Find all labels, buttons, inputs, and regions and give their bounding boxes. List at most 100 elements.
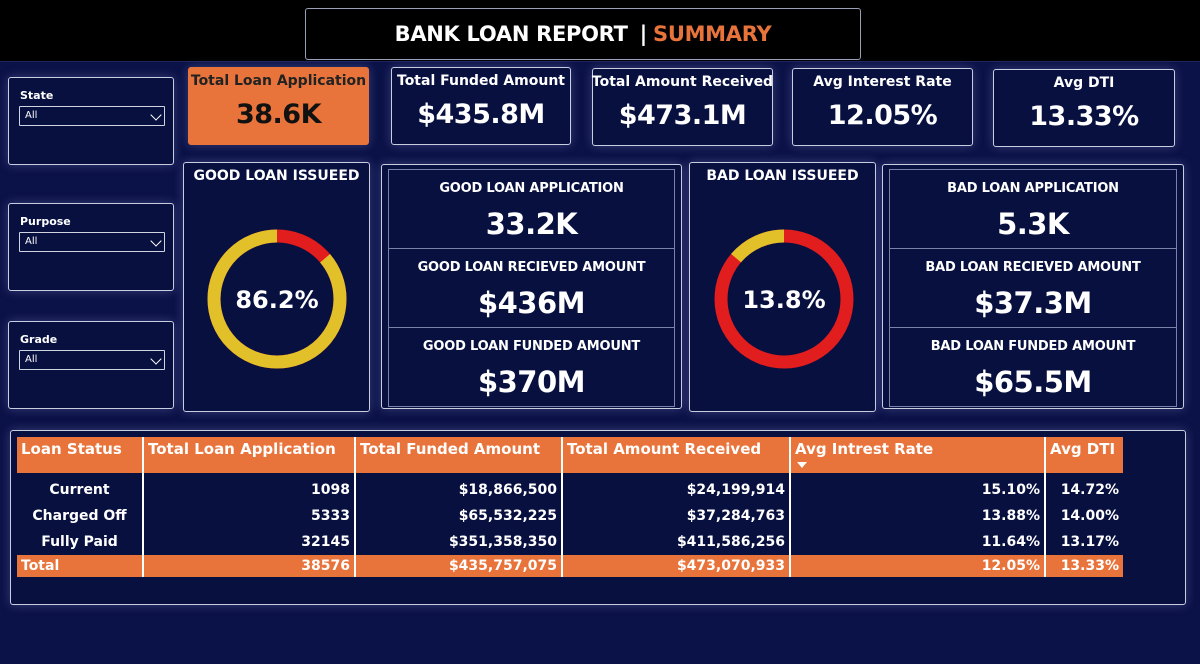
state-dropdown-value: All [25,110,38,121]
grade-dropdown[interactable]: All [19,350,165,370]
cell-total-amount-received: $411,586,256 [562,529,791,555]
cell-loan-status: Fully Paid [17,529,144,555]
cell-total-loan-application: 1098 [143,477,356,503]
metric-label: BAD LOAN FUNDED AMOUNT [930,339,1136,354]
kpi-avg-dti[interactable]: Avg DTI 13.33% [993,69,1175,147]
title-subtitle: SUMMARY [653,22,772,46]
cell-avg-dti: 14.72% [1060,482,1119,498]
bad-loan-donut-label: 13.8% [742,286,825,314]
kpi-label: Avg Interest Rate [813,74,952,90]
good-loan-donut-arc [207,229,347,369]
metric-value: $65.5M [974,365,1092,399]
good-loan-received-card: GOOD LOAN RECIEVED AMOUNT $436M [388,248,675,328]
kpi-label: Avg DTI [1053,75,1115,91]
state-slicer: State All [8,77,174,165]
good-loan-donut-label: 86.2% [235,286,318,314]
column-header-avg-interest-rate[interactable]: Avg Intrest Rate [790,437,1046,473]
chevron-down-icon [150,353,162,365]
table-total-row: Total 38576 $435,757,075 $473,070,933 12… [17,555,1123,577]
kpi-label: Total Funded Amount [397,73,565,89]
cell-total-label: Total [17,555,144,577]
bad-loan-donut-panel: BAD LOAN ISSUEED 13.8% [689,162,876,412]
cell-total-funded-amount: $65,532,225 [355,503,563,529]
column-header-total-amount-received[interactable]: Total Amount Received [562,437,791,473]
chevron-down-icon [150,235,162,247]
cell-total-loan-application: 5333 [143,503,356,529]
cell-avg-interest-rate: 11.64% [790,529,1046,555]
table-row: Fully Paid 32145 $351,358,350 $411,586,2… [17,529,1123,555]
cell-avg-interest-rate: 13.88% [790,503,1046,529]
metric-label: GOOD LOAN FUNDED AMOUNT [422,339,641,354]
good-loan-donut-chart: 86.2% [207,229,347,369]
cell-total-amount-received: $37,284,763 [562,503,791,529]
cell-total-loan-application: 32145 [143,529,356,555]
kpi-value: $473.1M [618,100,747,131]
cell-total-funded-amount: $18,866,500 [355,477,563,503]
metric-value: $37.3M [974,286,1092,320]
kpi-value: 13.33% [1029,101,1139,132]
kpi-value: 38.6K [235,99,322,130]
grade-slicer: Grade All [8,321,174,409]
column-header-avg-dti[interactable]: Avg DTI [1045,437,1123,473]
bad-loan-funded-card: BAD LOAN FUNDED AMOUNT $65.5M [889,327,1177,407]
title-separator: | [639,22,648,46]
metric-label: BAD LOAN RECIEVED AMOUNT [925,260,1141,275]
kpi-label: Total Amount Received [591,74,774,90]
grade-dropdown-value: All [25,354,38,365]
column-header-label: Avg Intrest Rate [795,440,934,458]
good-loan-funded-card: GOOD LOAN FUNDED AMOUNT $370M [388,327,675,407]
loan-status-table: Loan Status Total Loan Application Total… [17,437,1123,577]
bad-loan-donut-chart: 13.8% [714,229,854,369]
metric-label: GOOD LOAN RECIEVED AMOUNT [417,260,646,275]
kpi-value: $435.8M [417,99,545,130]
metric-value: 5.3K [997,207,1069,241]
column-header-loan-status[interactable]: Loan Status [17,437,144,473]
top-bar: BANK LOAN REPORT | SUMMARY [0,0,1200,62]
cell-total-loan-application: 38576 [143,555,356,577]
cell-loan-status: Charged Off [17,503,144,529]
kpi-value: 12.05% [827,100,938,131]
metric-label: GOOD LOAN APPLICATION [439,181,624,196]
state-slicer-label: State [20,89,54,102]
bad-loan-received-card: BAD LOAN RECIEVED AMOUNT $37.3M [889,248,1177,328]
kpi-total-funded-amount[interactable]: Total Funded Amount $435.8M [391,67,571,145]
grade-slicer-label: Grade [20,333,58,346]
metric-value: $370M [477,365,586,399]
good-loan-metrics-panel: GOOD LOAN APPLICATION 33.2K GOOD LOAN RE… [381,164,682,409]
kpi-avg-interest-rate[interactable]: Avg Interest Rate 12.05% [792,68,973,146]
purpose-slicer: Purpose All [8,203,174,291]
loan-status-table-panel: Loan Status Total Loan Application Total… [10,430,1186,605]
column-header-total-loan-application[interactable]: Total Loan Application [143,437,356,473]
cell-avg-dti: 13.33% [1045,555,1123,577]
metric-value: $436M [477,286,586,320]
table-row: Current 1098 $18,866,500 $24,199,914 15.… [17,477,1123,503]
bad-loan-donut-title: BAD LOAN ISSUEED [706,168,859,184]
cell-avg-interest-rate: 12.05% [790,555,1046,577]
cell-total-funded-amount: $435,757,075 [355,555,563,577]
good-loan-donut-title: GOOD LOAN ISSUEED [193,168,360,184]
cell-loan-status: Current [17,477,144,503]
cell-avg-dti: 14.00% [1060,508,1119,524]
cell-avg-interest-rate: 15.10% [790,477,1046,503]
table-header-row: Loan Status Total Loan Application Total… [17,437,1123,473]
purpose-dropdown-value: All [25,236,38,247]
metric-value: 33.2K [485,207,578,241]
kpi-label: Total Loan Application [190,73,367,89]
cell-total-amount-received: $24,199,914 [562,477,791,503]
cell-total-amount-received: $473,070,933 [562,555,791,577]
purpose-slicer-label: Purpose [20,215,71,228]
bad-loan-application-card: BAD LOAN APPLICATION 5.3K [889,169,1177,249]
cell-avg-dti: 13.17% [1060,534,1119,550]
kpi-total-loan-application[interactable]: Total Loan Application 38.6K [188,67,369,145]
purpose-dropdown[interactable]: All [19,232,165,252]
kpi-total-amount-received[interactable]: Total Amount Received $473.1M [592,68,773,146]
column-header-total-funded-amount[interactable]: Total Funded Amount [355,437,563,473]
state-dropdown[interactable]: All [19,106,165,126]
bad-loan-donut-arc [714,229,854,369]
cell-total-funded-amount: $351,358,350 [355,529,563,555]
good-loan-donut-panel: GOOD LOAN ISSUEED 86.2% [183,162,370,412]
bad-loan-metrics-panel: BAD LOAN APPLICATION 5.3K BAD LOAN RECIE… [882,164,1184,409]
table-row: Charged Off 5333 $65,532,225 $37,284,763… [17,503,1123,529]
title-text: BANK LOAN REPORT [394,22,628,46]
good-loan-application-card: GOOD LOAN APPLICATION 33.2K [388,169,675,249]
